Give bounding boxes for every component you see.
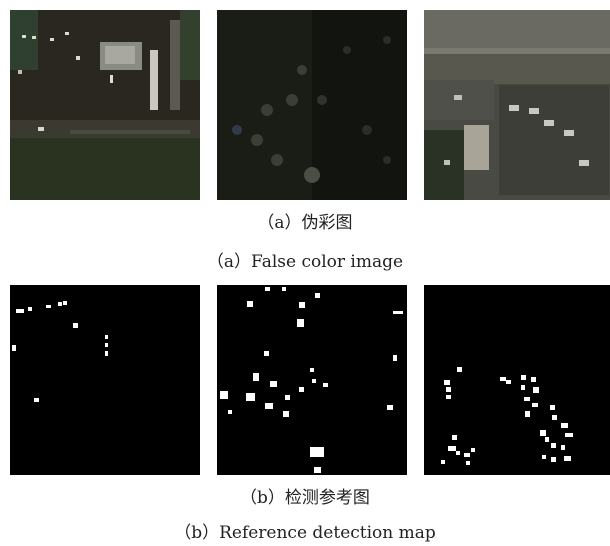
caption-b-chinese: （b）检测参考图 bbox=[240, 488, 370, 508]
false-color-image-2 bbox=[217, 10, 407, 200]
reference-detection-map-1 bbox=[10, 285, 200, 475]
caption-a-english: （a）False color image bbox=[206, 252, 404, 272]
reference-detection-map-3 bbox=[424, 285, 610, 475]
false-color-image-1 bbox=[10, 10, 200, 200]
reference-detection-map-2 bbox=[217, 285, 407, 475]
caption-b-english: （b）Reference detection map bbox=[174, 523, 436, 543]
false-color-image-3 bbox=[424, 10, 610, 200]
caption-a-chinese: （a）伪彩图 bbox=[257, 213, 353, 233]
